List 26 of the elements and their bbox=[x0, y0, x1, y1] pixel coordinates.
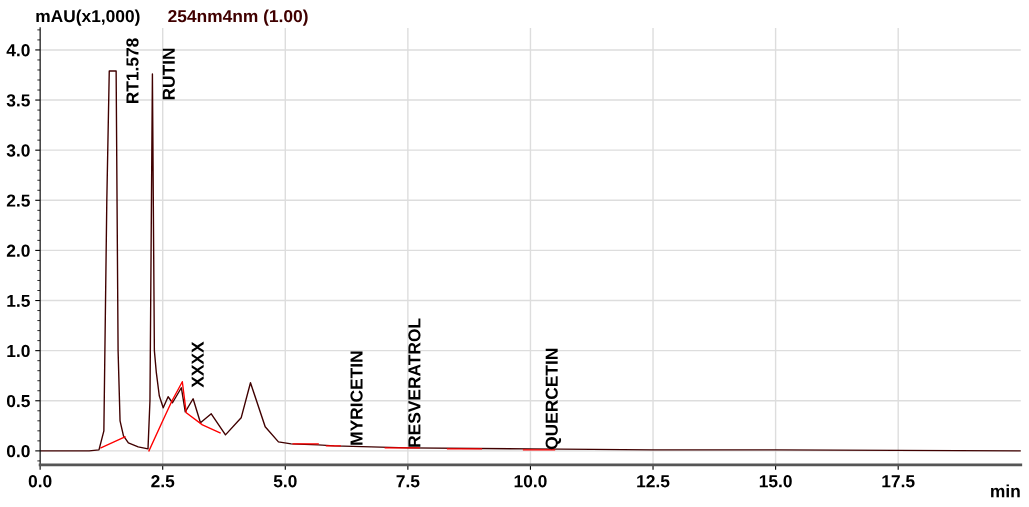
x-tick-label: 5.0 bbox=[273, 475, 297, 488]
x-tick-label: 10.0 bbox=[514, 475, 547, 488]
text: 254nm4nm (1.00) bbox=[168, 9, 308, 26]
x-tick-label: 2.5 bbox=[151, 475, 175, 488]
y-tick-label: 1.0 bbox=[7, 344, 30, 358]
x-tick-label: 7.5 bbox=[396, 475, 420, 488]
annotation: RT1.578 bbox=[126, 38, 139, 104]
y-tick-label: 0.0 bbox=[6, 445, 30, 458]
y-tick-label: 4.0 bbox=[6, 44, 30, 57]
y-tick-label: 0.5 bbox=[6, 394, 30, 408]
y-tick-label: 2.0 bbox=[6, 244, 30, 257]
y-tick-label: 2.5 bbox=[6, 194, 30, 207]
x-axis-title: min bbox=[991, 484, 1020, 498]
y-tick-label: 1.5 bbox=[7, 294, 30, 307]
x-tick-label: 12.5 bbox=[637, 475, 670, 488]
annotation: XXXX bbox=[191, 341, 204, 388]
annotation: QUERCETIN bbox=[545, 348, 562, 450]
annotation: RUTIN bbox=[162, 48, 175, 100]
annotation: MYRICETIN bbox=[350, 351, 363, 445]
x-tick-label: 0.0 bbox=[28, 475, 52, 488]
x-tick-label: 15.0 bbox=[759, 475, 792, 488]
y-tick-label: 3.0 bbox=[6, 144, 30, 157]
x-tick-label: 17.5 bbox=[882, 475, 915, 488]
y-axis-title: mAU(x1,000) bbox=[36, 9, 140, 26]
y-tick-label: 3.5 bbox=[6, 94, 30, 107]
annotation: RESVERATROL bbox=[408, 318, 421, 447]
